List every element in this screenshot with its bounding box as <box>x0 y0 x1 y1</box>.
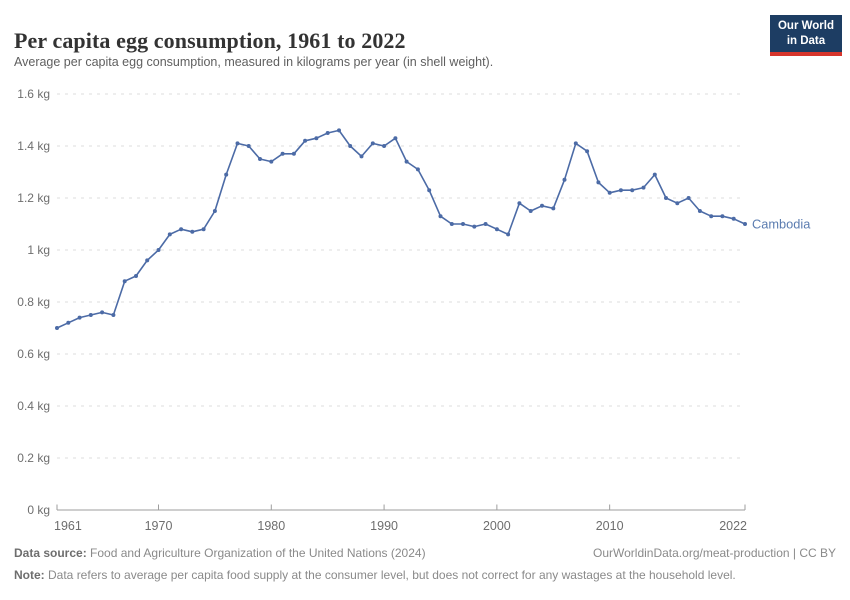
data-point <box>709 214 714 219</box>
footer-url: OurWorldinData.org/meat-production | CC … <box>593 546 836 560</box>
x-tick-label: 2022 <box>719 519 747 533</box>
data-point <box>156 248 161 252</box>
x-tick-label: 1980 <box>257 519 285 533</box>
data-point <box>201 227 206 232</box>
data-point <box>134 274 138 278</box>
footer-source-row: Data source: Food and Agriculture Organi… <box>14 546 836 560</box>
x-tick-label: 1970 <box>145 519 173 533</box>
data-point <box>258 157 262 161</box>
data-point <box>461 222 465 226</box>
data-point <box>190 229 195 234</box>
data-point <box>314 136 319 141</box>
data-point <box>641 185 646 190</box>
x-tick-label: 1990 <box>370 519 398 533</box>
data-point <box>585 149 590 154</box>
footer-note-row: Note: Data refers to average per capita … <box>14 568 836 582</box>
data-point <box>88 313 93 317</box>
data-point <box>686 196 691 200</box>
data-point <box>607 190 612 195</box>
data-point <box>269 159 274 164</box>
data-point <box>404 159 409 164</box>
data-point <box>494 227 499 232</box>
y-tick-label: 0.4 kg <box>17 399 50 413</box>
data-point <box>348 144 353 148</box>
data-point <box>540 203 544 208</box>
y-tick-label: 0 kg <box>27 503 50 517</box>
data-point <box>697 209 702 213</box>
data-point <box>235 141 240 146</box>
series-label-cambodia: Cambodia <box>752 217 811 232</box>
y-tick-label: 0.6 kg <box>17 347 50 361</box>
data-point <box>630 188 635 193</box>
data-point <box>337 128 341 133</box>
data-point <box>551 206 556 211</box>
data-point <box>506 232 511 237</box>
data-point <box>179 227 184 232</box>
data-point <box>415 167 420 172</box>
data-point <box>438 214 443 219</box>
owid-logo: Our World in Data <box>769 15 842 56</box>
data-point <box>100 310 105 315</box>
data-point <box>246 144 251 148</box>
data-point <box>449 222 454 226</box>
data-point <box>483 222 488 226</box>
data-point <box>427 188 432 193</box>
page-title: Per capita egg consumption, 1961 to 2022 <box>14 27 406 53</box>
data-point <box>280 151 285 156</box>
data-point <box>212 209 217 213</box>
data-point <box>224 172 229 177</box>
chart-plot-area: 0 kg 0.2 kg 0.4 kg 0.6 kg 0.8 kg 1 kg 1.2 kg 1.… <box>17 87 811 533</box>
x-tick-label: 1961 <box>54 519 82 533</box>
data-point <box>720 214 725 219</box>
x-tick-label: 2010 <box>596 519 624 533</box>
owid-logo-line2: in Data <box>786 34 826 47</box>
footer-note: Note: Data refers to average per capita … <box>14 568 736 582</box>
data-point <box>55 326 59 330</box>
data-point <box>664 196 668 200</box>
chart-subtitle: Average per capita egg consumption, meas… <box>14 55 494 69</box>
data-point <box>359 154 364 159</box>
y-tick-label: 0.8 kg <box>17 295 50 309</box>
data-point <box>370 141 375 146</box>
data-point <box>382 144 387 148</box>
data-point <box>562 177 567 182</box>
data-point <box>303 138 308 143</box>
footer-note-label: Note: <box>14 568 45 582</box>
data-point <box>472 224 477 229</box>
footer-source-text: Food and Agriculture Organization of the… <box>86 546 426 560</box>
data-point <box>325 131 330 135</box>
data-point <box>675 201 680 206</box>
data-point <box>122 279 127 284</box>
y-tick-label: 1 kg <box>27 243 50 257</box>
y-tick-label: 1.4 kg <box>17 139 50 153</box>
data-point <box>652 172 657 177</box>
data-point <box>167 232 172 237</box>
y-tick-label: 1.2 kg <box>17 191 50 205</box>
data-point <box>291 151 296 156</box>
footer-source: Data source: Food and Agriculture Organi… <box>14 546 426 560</box>
x-tick-label: 2000 <box>483 519 511 533</box>
y-tick-label: 0.2 kg <box>17 451 50 465</box>
footer-source-label: Data source: <box>14 546 87 560</box>
data-point <box>731 216 736 221</box>
y-tick-label: 1.6 kg <box>17 87 50 101</box>
series-line-cambodia <box>56 129 746 329</box>
data-point <box>743 222 747 226</box>
data-point <box>517 201 522 206</box>
footer-note-text: Data refers to average per capita food s… <box>44 568 736 582</box>
data-point <box>77 315 82 320</box>
data-point <box>111 313 116 317</box>
data-point <box>596 180 601 185</box>
data-point <box>145 258 150 263</box>
data-point <box>66 320 71 325</box>
data-point <box>393 136 398 141</box>
data-point <box>618 188 623 193</box>
data-point <box>573 141 578 146</box>
owid-logo-line1: Our World <box>777 20 834 32</box>
data-point <box>528 209 533 213</box>
